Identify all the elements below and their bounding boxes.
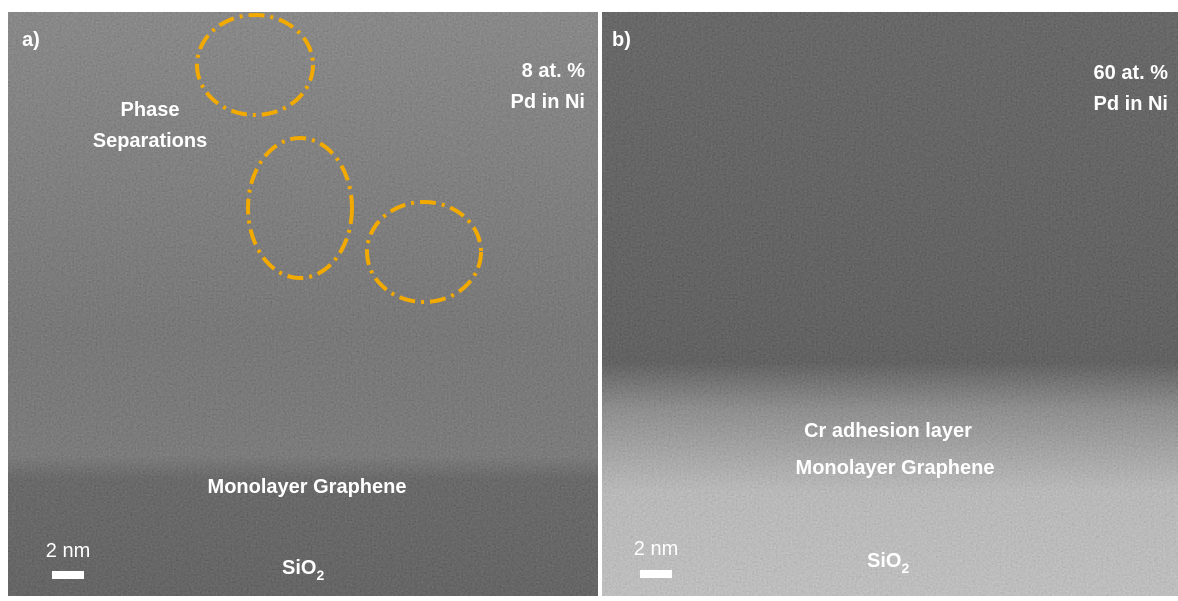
composition: Pd in Ni [511, 91, 585, 113]
panel-a: a) Phase Separations 8 at. % Pd in Ni Mo… [8, 12, 598, 596]
layer-label: Cr adhesion layer [804, 420, 972, 442]
scale-label: 2 nm [46, 540, 90, 562]
layer-label: Monolayer Graphene [796, 457, 995, 479]
composition: 60 at. % [1094, 62, 1169, 84]
text: SiO [282, 557, 316, 579]
panel-label: a) [22, 29, 40, 51]
annotation: Separations [93, 130, 207, 152]
layer-label: Monolayer Graphene [208, 476, 407, 498]
texture [602, 12, 1178, 596]
scale-bar [52, 571, 84, 579]
composition: Pd in Ni [1094, 93, 1168, 115]
composition: 8 at. % [522, 60, 586, 82]
figure: a) Phase Separations 8 at. % Pd in Ni Mo… [0, 0, 1178, 596]
subscript: 2 [901, 560, 909, 576]
subscript: 2 [316, 567, 324, 583]
scale-label: 2 nm [634, 538, 678, 560]
annotation: Phase [121, 99, 180, 121]
texture [8, 12, 598, 596]
panel-label: b) [612, 29, 631, 51]
panel-b: b) 60 at. % Pd in Ni Cr adhesion layer M… [602, 12, 1178, 596]
scale-bar [640, 570, 672, 578]
text: SiO [867, 550, 901, 572]
